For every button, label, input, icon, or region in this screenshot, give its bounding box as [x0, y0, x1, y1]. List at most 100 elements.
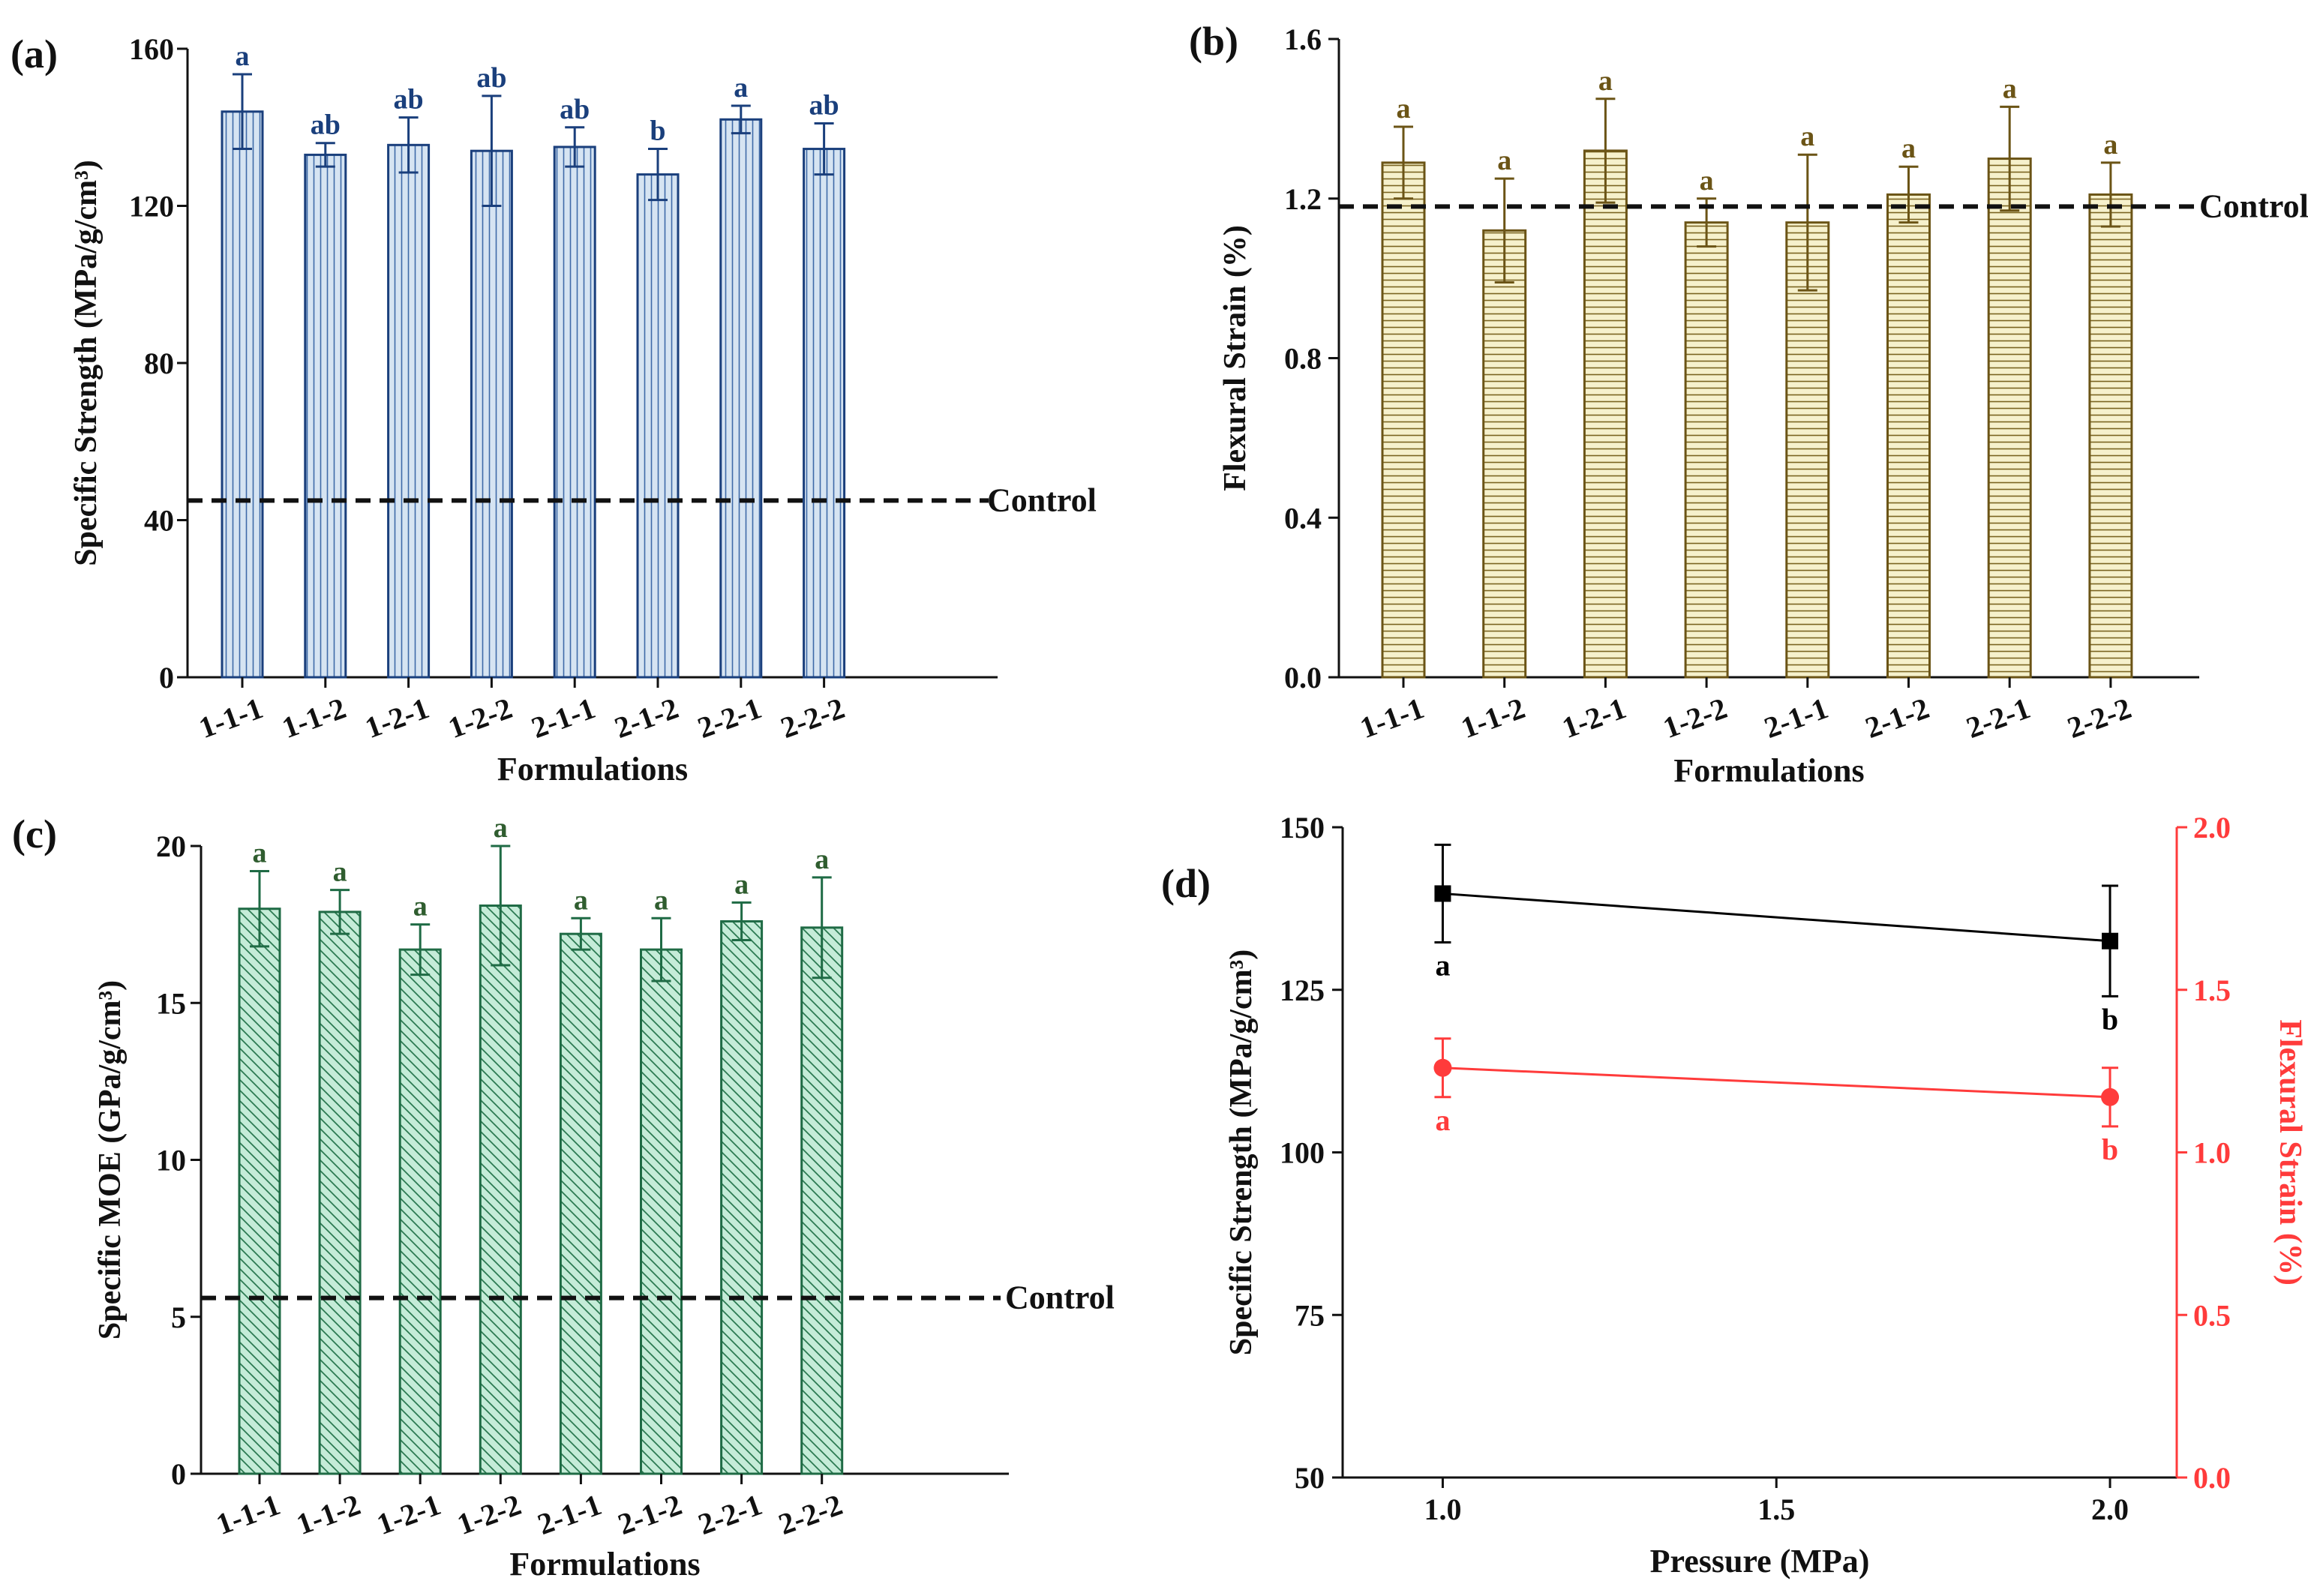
significance-letter: a [815, 844, 829, 875]
panel-d-pressure-line-chart: (d) 50 75 100 125 150 0.0 0.5 1.0 1.5 2.0 1.0 1.5 2.0… [1161, 811, 2307, 1580]
x-tick-label: 1-2-2 [444, 691, 517, 745]
x-tick-label: 2-2-1 [693, 691, 766, 745]
x-tick-label: 1-2-2 [453, 1487, 526, 1541]
significance-letter: ab [394, 84, 424, 116]
y2-tick-label: 2.0 [2193, 811, 2231, 844]
significance-letter: a [654, 884, 668, 916]
significance-letter: a [1435, 1103, 1450, 1137]
y-tick-label: 75 [1295, 1298, 1325, 1332]
x-tick-label: 1-2-1 [372, 1487, 445, 1541]
bar [387, 143, 431, 679]
y-axis-title: Specific Strength (MPa/g/cm³) [1224, 950, 1259, 1355]
y2-axis-title: Flexural Strain (%) [2273, 1019, 2307, 1286]
bar [318, 910, 362, 1475]
y-tick-label: 50 [1295, 1461, 1325, 1495]
x-tick-label: 2-2-1 [1961, 691, 2034, 745]
bar [1987, 158, 2032, 679]
x-tick-label: 2.0 [2091, 1492, 2129, 1526]
bar [719, 118, 763, 679]
bar [2088, 193, 2133, 679]
significance-letter: b [650, 116, 665, 147]
significance-letter: ab [311, 110, 341, 141]
significance-letter: a [413, 891, 428, 922]
x-tick-label: 2-1-2 [614, 1487, 686, 1541]
y-tick-label: 0 [171, 1457, 186, 1491]
significance-letter: a [1397, 93, 1411, 124]
bar [636, 173, 680, 679]
panel-c-specific-moe-bars: (c) 0 5 10 15 20 a 1-1-1 a 1-1-2 a 1-2-1 a 1-2-2 a 2-1-… [12, 812, 1115, 1582]
x-tick-label: 1-1-1 [1355, 691, 1428, 745]
bar [800, 926, 844, 1475]
control-label: Control [2199, 188, 2308, 224]
x-tick-label: 2-1-1 [533, 1487, 606, 1541]
x-tick-label: 1.5 [1757, 1492, 1795, 1526]
x-tick-label: 1-1-2 [278, 691, 350, 745]
bar [1684, 221, 1729, 679]
bar [553, 146, 596, 679]
control-label: Control [1005, 1280, 1115, 1316]
panel-label: (b) [1189, 19, 1238, 64]
x-tick-label: 1-1-2 [292, 1487, 365, 1541]
significance-letter: b [2102, 1002, 2118, 1036]
y-tick-label: 0.0 [1284, 661, 1322, 694]
data-point [2102, 932, 2119, 950]
significance-letter: a [2103, 129, 2117, 160]
data-point [1434, 885, 1451, 902]
y-axis-title: Specific Strength (MPa/g/cm³) [69, 160, 104, 566]
y-tick-label: 160 [129, 32, 174, 66]
bar [720, 920, 764, 1475]
x-tick-label: 2-2-2 [2063, 691, 2135, 745]
y2-tick-label: 0.0 [2193, 1461, 2231, 1495]
x-axis-title: Pressure (MPa) [1650, 1543, 1870, 1580]
significance-letter: a [253, 837, 267, 868]
x-tick-label: 2-1-1 [527, 691, 599, 745]
panel-label: (a) [11, 32, 58, 76]
significance-letter: a [333, 856, 347, 888]
panel-b-flexural-strain-bars: (b) 0.0 0.4 0.8 1.2 1.6 a 1-1-1 a 1-1-2 a 1-2-1 a 1-2… [1189, 19, 2308, 789]
x-tick-label: 2-2-2 [774, 1487, 847, 1541]
bar [304, 153, 347, 679]
y-tick-label: 5 [171, 1300, 186, 1334]
bar [470, 149, 513, 679]
bar [1381, 161, 1426, 679]
x-tick-label: 1-2-1 [1558, 691, 1631, 745]
series-line [1442, 1066, 2111, 1099]
y-tick-label: 0 [159, 661, 174, 694]
significance-letter: a [236, 40, 250, 72]
y-axis-title: Flexural Strain (%) [1218, 225, 1253, 491]
y-tick-label: 40 [144, 504, 174, 538]
y-tick-label: 80 [144, 346, 174, 380]
significance-letter: a [1901, 133, 1916, 164]
bar [398, 948, 442, 1475]
y-tick-label: 10 [156, 1144, 186, 1178]
bar [559, 932, 602, 1475]
x-axis-title: Formulations [509, 1546, 700, 1582]
y-tick-label: 15 [156, 986, 186, 1020]
y-tick-label: 1.6 [1284, 22, 1322, 56]
panel-label: (c) [12, 812, 57, 856]
x-tick-label: 2-2-1 [694, 1487, 767, 1541]
significance-letter: a [1497, 145, 1511, 176]
y2-tick-label: 1.5 [2193, 974, 2231, 1007]
control-label: Control [987, 482, 1097, 518]
y-axis-title: Specific MOE (GPa/g/cm³) [93, 980, 128, 1340]
x-tick-label: 1-2-1 [361, 691, 434, 745]
y-tick-label: 125 [1280, 974, 1325, 1007]
significance-letter: b [2102, 1132, 2118, 1166]
y2-tick-label: 0.5 [2193, 1298, 2231, 1332]
significance-letter: a [1700, 165, 1714, 196]
bar [1886, 193, 1931, 679]
x-tick-label: 2-1-2 [1861, 691, 1934, 745]
y2-tick-label: 1.0 [2193, 1136, 2231, 1170]
panel-label: (d) [1161, 861, 1211, 906]
x-axis-title: Formulations [1673, 752, 1864, 789]
data-point [2101, 1088, 2120, 1106]
y-tick-label: 0.4 [1284, 501, 1322, 535]
x-axis-title: Formulations [497, 751, 688, 788]
bar [479, 904, 522, 1475]
y-tick-label: 100 [1280, 1136, 1325, 1170]
y-tick-label: 150 [1280, 811, 1325, 844]
significance-letter: a [1435, 948, 1450, 982]
